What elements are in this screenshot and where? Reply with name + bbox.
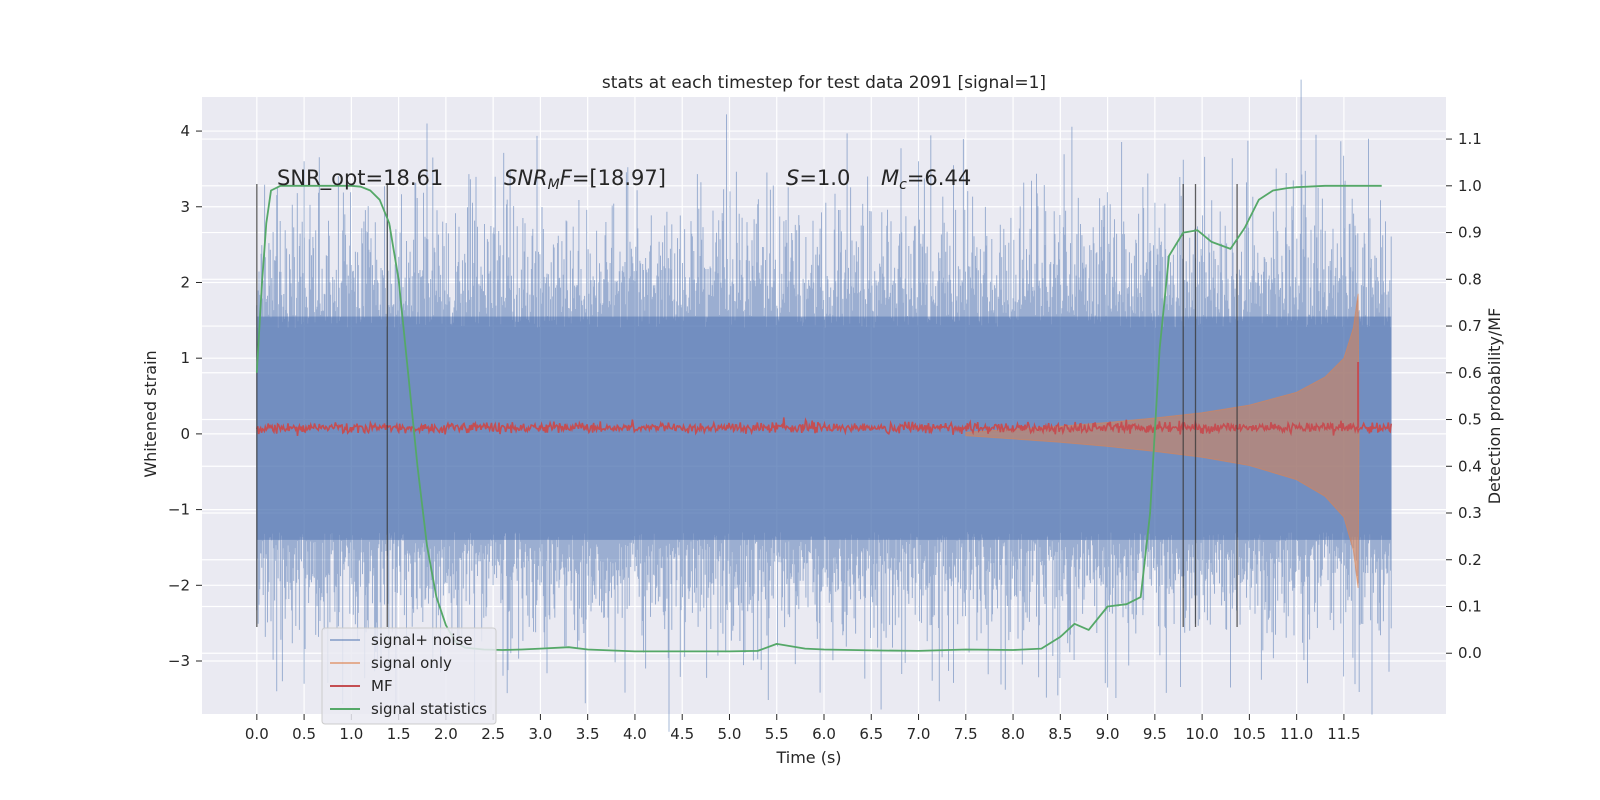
signal-statistics-series bbox=[255, 184, 1382, 653]
legend-label-signal-only: signal only bbox=[371, 654, 452, 672]
x-tick-label: 4.0 bbox=[623, 725, 647, 743]
y-left-tick-label: 1 bbox=[180, 349, 190, 367]
signal-only-series bbox=[965, 293, 1360, 589]
y-right-tick-label: 0.3 bbox=[1458, 504, 1482, 522]
legend-label-signal-statistics: signal statistics bbox=[371, 700, 487, 718]
y-right-tick-label: 0.6 bbox=[1458, 364, 1482, 382]
y-axis-left: −3 −2 −1 0 1 2 3 4 bbox=[168, 122, 202, 670]
y-axis-left-label: Whitened strain bbox=[141, 350, 160, 477]
y-right-tick-label: 0.4 bbox=[1458, 457, 1482, 475]
annotation-snr-opt: SNR_opt=18.61 bbox=[277, 166, 443, 191]
legend-label-mf: MF bbox=[371, 677, 393, 695]
x-tick-label: 5.0 bbox=[718, 725, 742, 743]
x-tick-label: 8.0 bbox=[1001, 725, 1025, 743]
x-tick-label: 0.5 bbox=[292, 725, 316, 743]
legend: signal+ noise signal only MF signal stat… bbox=[321, 627, 497, 725]
x-tick-label: 3.0 bbox=[528, 725, 552, 743]
x-tick-label: 2.0 bbox=[434, 725, 458, 743]
y-right-tick-label: 1.1 bbox=[1458, 130, 1482, 148]
y-right-tick-label: 0.5 bbox=[1458, 411, 1482, 429]
y-left-tick-label: 3 bbox=[180, 198, 190, 216]
x-tick-label: 2.5 bbox=[481, 725, 505, 743]
y-left-tick-label: 2 bbox=[180, 273, 190, 291]
annotation-snr-mf: SNRMF=[18.97] bbox=[504, 166, 666, 193]
vertical-markers bbox=[256, 184, 1238, 627]
y-left-tick-label: −1 bbox=[168, 501, 190, 519]
y-left-tick-label: −2 bbox=[168, 576, 190, 594]
y-right-tick-label: 0.8 bbox=[1458, 270, 1482, 288]
x-tick-label: 7.0 bbox=[907, 725, 931, 743]
y-left-tick-label: −3 bbox=[168, 652, 190, 670]
x-tick-label: 1.5 bbox=[387, 725, 411, 743]
x-tick-label: 11.5 bbox=[1327, 725, 1360, 743]
y-right-tick-label: 0.2 bbox=[1458, 551, 1482, 569]
annotation-s: S=1.0 bbox=[786, 166, 850, 190]
annotation-mc: Mc=6.44 bbox=[881, 166, 971, 193]
x-tick-label: 6.0 bbox=[812, 725, 836, 743]
y-left-tick-label: 0 bbox=[180, 425, 190, 443]
x-tick-label: 8.5 bbox=[1048, 725, 1072, 743]
mf-line bbox=[256, 417, 1392, 437]
x-tick-label: 7.5 bbox=[954, 725, 978, 743]
x-tick-label: 10.5 bbox=[1233, 725, 1266, 743]
x-tick-label: 10.0 bbox=[1185, 725, 1218, 743]
x-axis-label: Time (s) bbox=[775, 748, 841, 767]
x-tick-label: 9.5 bbox=[1143, 725, 1167, 743]
signal-only-envelope bbox=[965, 293, 1360, 589]
x-tick-label: 4.5 bbox=[670, 725, 694, 743]
y-right-tick-label: 1.0 bbox=[1458, 177, 1482, 195]
y-left-tick-label: 4 bbox=[180, 122, 190, 140]
x-tick-label: 6.5 bbox=[859, 725, 883, 743]
y-right-tick-label: 0.1 bbox=[1458, 597, 1482, 615]
legend-box bbox=[321, 627, 497, 725]
y-right-tick-label: 0.9 bbox=[1458, 224, 1482, 242]
signal-statistics-line bbox=[255, 184, 1382, 653]
y-axis-right: 0.0 0.1 0.2 0.3 0.4 0.5 0.6 0.7 0.8 0.9 1.0 1.1 bbox=[1446, 130, 1482, 662]
chart-title: stats at each timestep for test data 209… bbox=[602, 73, 1046, 93]
mf-series bbox=[256, 361, 1392, 437]
x-tick-label: 1.0 bbox=[339, 725, 363, 743]
x-tick-label: 9.0 bbox=[1096, 725, 1120, 743]
x-tick-label: 3.5 bbox=[576, 725, 600, 743]
x-tick-label: 11.0 bbox=[1280, 725, 1313, 743]
x-tick-label: 5.5 bbox=[765, 725, 789, 743]
y-axis-right-label: Detection probability/MF bbox=[1485, 308, 1504, 505]
legend-label-signal-noise: signal+ noise bbox=[371, 631, 473, 649]
y-right-tick-label: 0.7 bbox=[1458, 317, 1482, 335]
y-right-tick-label: 0.0 bbox=[1458, 644, 1482, 662]
x-tick-label: 0.0 bbox=[245, 725, 269, 743]
x-axis: 0.0 0.5 1.0 1.5 2.0 2.5 3.0 3.5 4.0 4.5 5.0 5.5 6.0 6… bbox=[245, 714, 1361, 743]
